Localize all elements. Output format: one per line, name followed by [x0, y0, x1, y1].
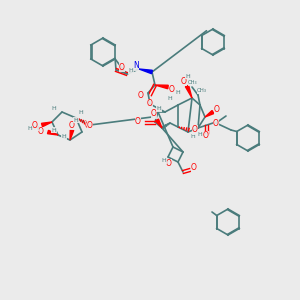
- Text: H: H: [28, 127, 32, 131]
- Text: O: O: [151, 110, 157, 118]
- Polygon shape: [155, 119, 162, 128]
- Text: O: O: [147, 100, 153, 109]
- Text: H: H: [198, 131, 203, 136]
- Text: O: O: [191, 164, 197, 172]
- Text: CH₃: CH₃: [197, 88, 207, 94]
- Text: O: O: [38, 128, 44, 136]
- Text: H: H: [61, 134, 66, 140]
- Text: H: H: [176, 89, 180, 94]
- Text: O: O: [119, 62, 125, 71]
- Text: O: O: [169, 85, 175, 94]
- Text: H: H: [52, 128, 56, 133]
- Text: O: O: [87, 121, 93, 130]
- Text: O: O: [138, 92, 144, 100]
- Text: O: O: [214, 106, 220, 115]
- Text: H: H: [186, 74, 190, 79]
- Text: H: H: [34, 125, 38, 130]
- Text: H: H: [52, 106, 56, 110]
- Text: H: H: [74, 118, 78, 122]
- Text: O: O: [32, 121, 38, 130]
- Text: O: O: [135, 118, 141, 127]
- Polygon shape: [47, 130, 58, 135]
- Text: O: O: [85, 122, 91, 130]
- Text: H: H: [190, 134, 195, 140]
- Text: H: H: [79, 110, 83, 116]
- Text: N: N: [133, 61, 139, 70]
- Text: O: O: [213, 118, 219, 127]
- Polygon shape: [185, 85, 192, 98]
- Text: H: H: [157, 106, 161, 112]
- Polygon shape: [205, 110, 214, 117]
- Text: O: O: [181, 76, 187, 85]
- Text: H: H: [168, 97, 172, 101]
- Polygon shape: [70, 130, 74, 140]
- Text: O: O: [203, 131, 209, 140]
- Text: H: H: [129, 68, 134, 74]
- Text: O: O: [69, 121, 75, 130]
- Text: H: H: [162, 158, 167, 164]
- Polygon shape: [41, 122, 52, 127]
- Text: O: O: [192, 125, 198, 134]
- Polygon shape: [155, 85, 168, 89]
- Text: CH₃: CH₃: [188, 80, 198, 86]
- Polygon shape: [139, 69, 152, 74]
- Text: O: O: [166, 160, 172, 169]
